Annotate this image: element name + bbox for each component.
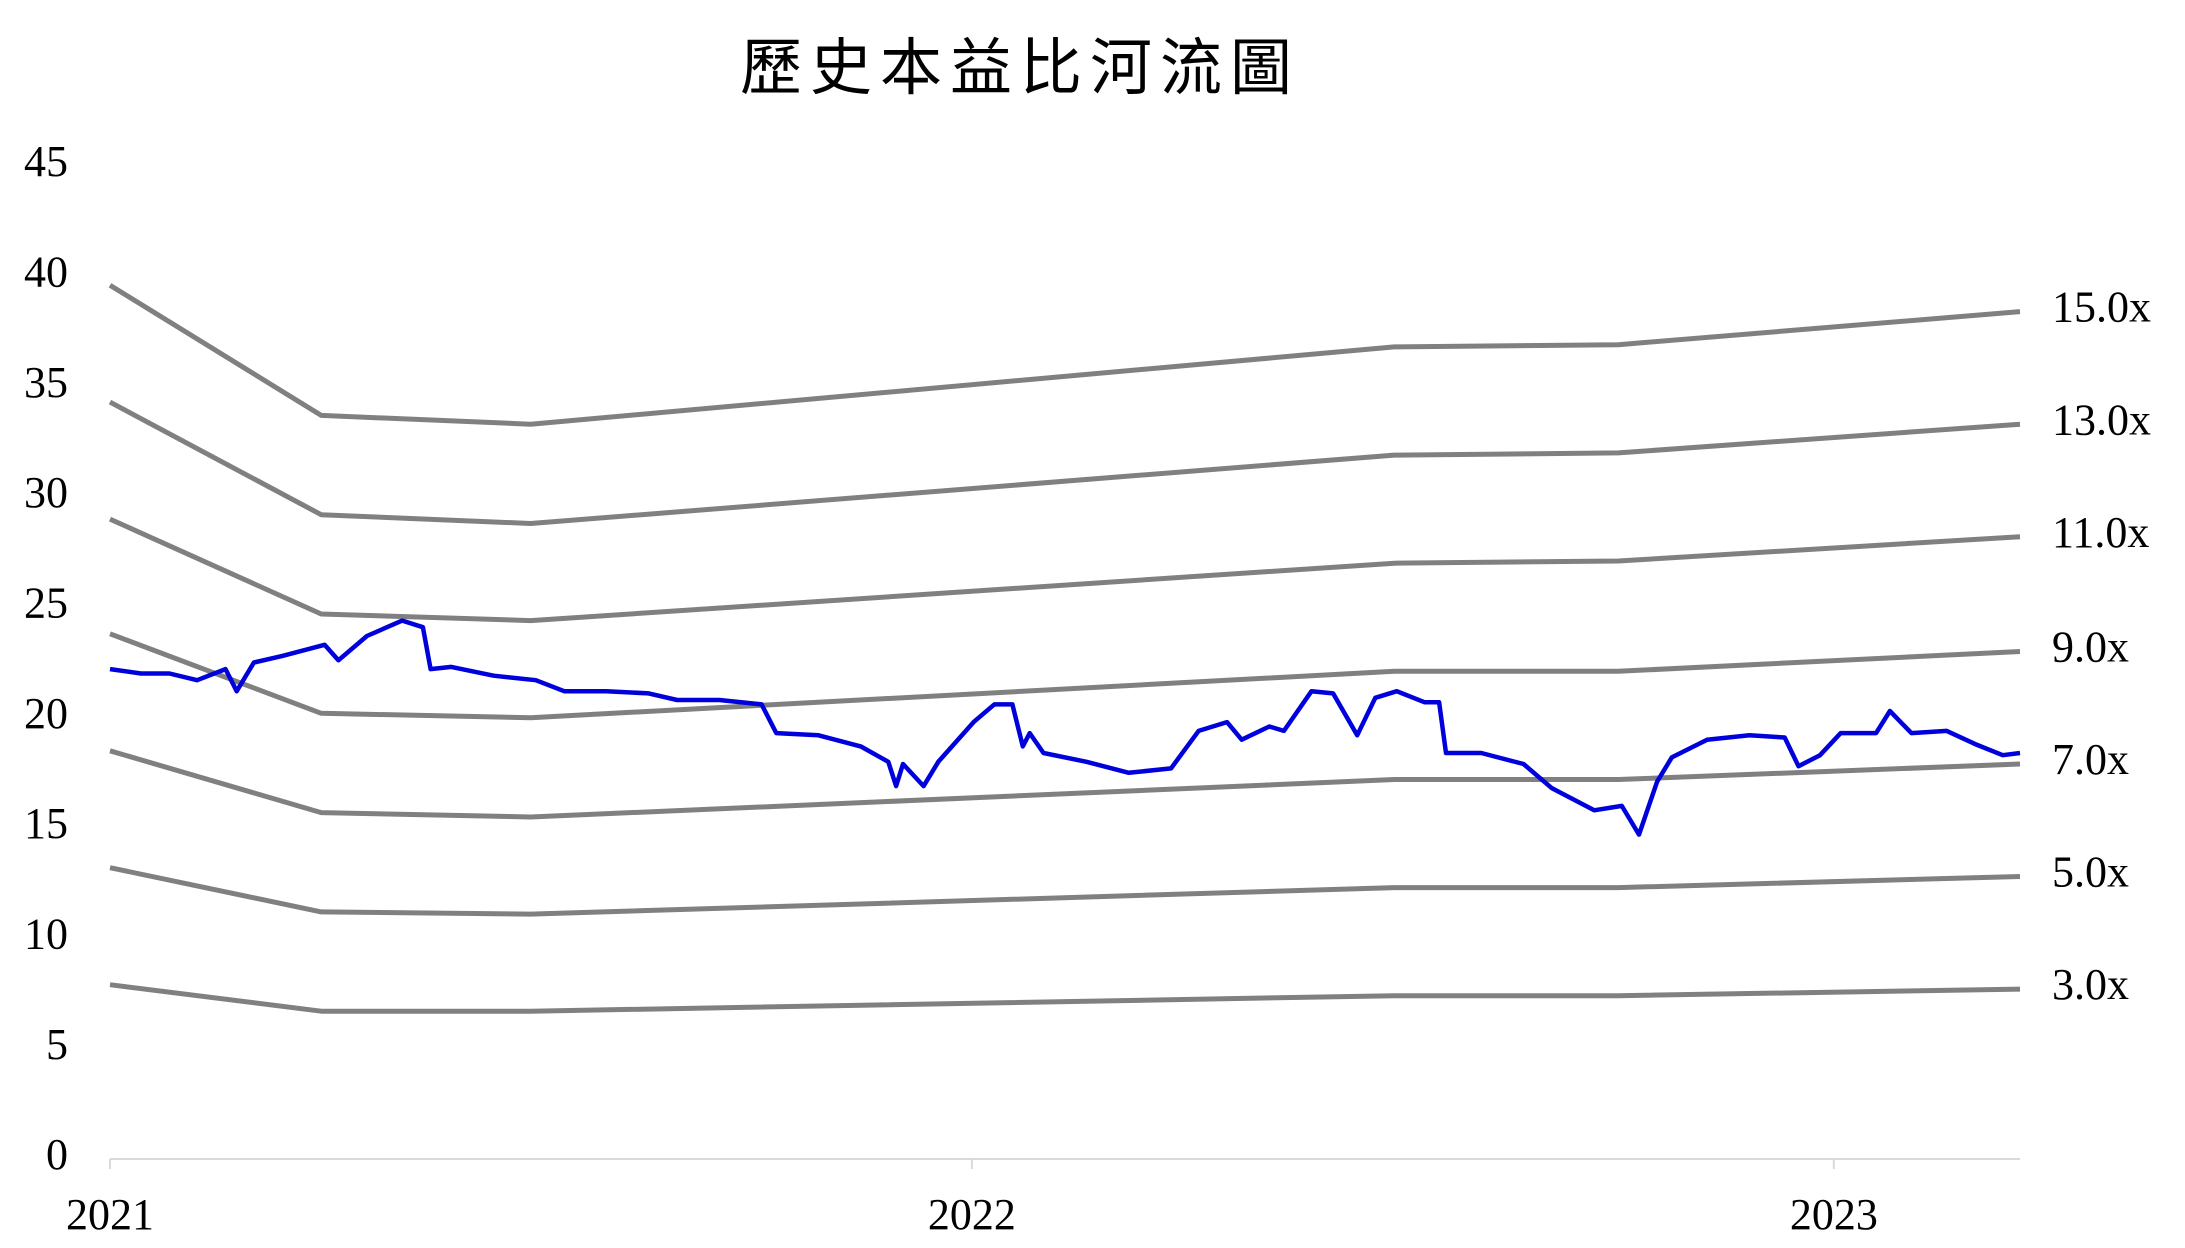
series-label: 5.0x: [2052, 848, 2129, 897]
y-tick-label: 5: [46, 1020, 68, 1069]
y-tick-label: 25: [24, 578, 68, 627]
series-line: [109, 865, 2021, 917]
series-label: 13.0x: [2052, 395, 2151, 444]
x-tick-label: 2022: [928, 1190, 1016, 1239]
y-tick-label: 0: [46, 1130, 68, 1179]
series-line: [108, 516, 2021, 624]
series-line: [108, 399, 2021, 526]
series-label: 15.0x: [2052, 283, 2151, 332]
y-tick-label: 10: [24, 909, 68, 958]
chart-title: 歷史本益比河流圖: [740, 35, 1300, 103]
y-tick-label: 30: [24, 468, 68, 517]
series-label: 3.0x: [2052, 960, 2129, 1009]
y-tick-label: 40: [24, 247, 68, 296]
y-tick-label: 15: [24, 799, 68, 848]
x-tick-label: 2021: [66, 1190, 154, 1239]
x-tick-label: 2023: [1790, 1190, 1878, 1239]
series-label: 11.0x: [2052, 508, 2149, 557]
series-line: [109, 631, 2021, 721]
series-line: [109, 982, 2021, 1014]
series-line: [109, 748, 2021, 820]
series-label: 9.0x: [2052, 623, 2129, 672]
series-label: 7.0x: [2052, 735, 2129, 784]
y-tick-label: 20: [24, 689, 68, 738]
series-line: [108, 283, 2021, 427]
y-tick-label: 35: [24, 358, 68, 407]
y-tick-label: 45: [24, 137, 68, 186]
series-line: [109, 618, 2021, 837]
